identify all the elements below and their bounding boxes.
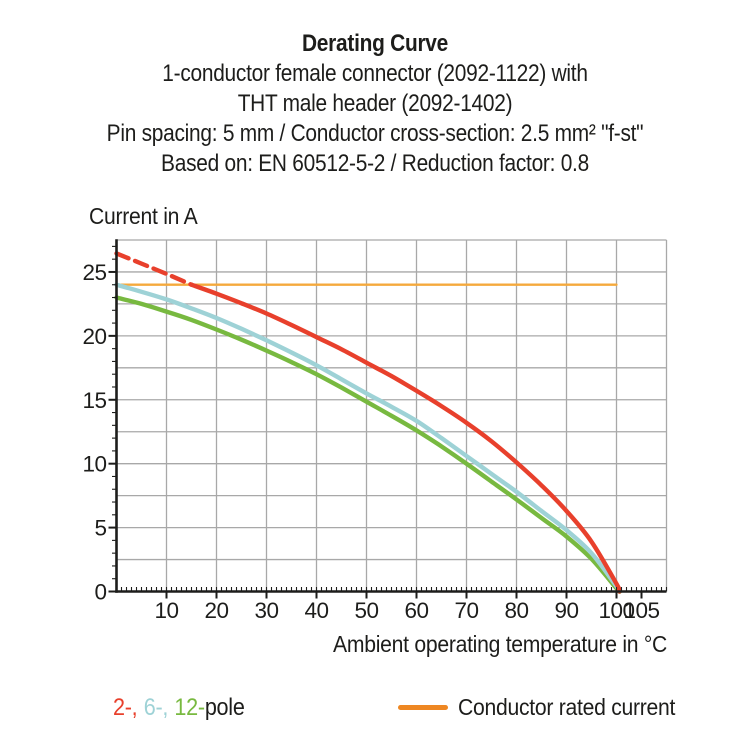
x-tick-label-90: 90 bbox=[554, 598, 578, 623]
curve-2-pole bbox=[189, 282, 622, 594]
chart-subtitle-line-2: THT male header (2092-1402) bbox=[237, 90, 513, 117]
y-tick-label-15: 15 bbox=[82, 388, 106, 413]
y-axis-title: Current in A bbox=[89, 203, 198, 229]
curve-2-pole-dashed-overload bbox=[114, 251, 194, 287]
x-tick-label-40: 40 bbox=[304, 598, 328, 623]
rated-current-swatch bbox=[398, 705, 448, 710]
x-tick-label-20: 20 bbox=[204, 598, 228, 623]
chart-title: Derating Curve bbox=[301, 30, 449, 57]
x-tick-label-10: 10 bbox=[154, 598, 178, 623]
x-axis-title: Ambient operating temperature in °C bbox=[332, 631, 667, 657]
y-tick-labels: 0 5 10 15 20 25 bbox=[82, 260, 107, 605]
x-tick-label-80: 80 bbox=[504, 598, 528, 623]
curve-6-pole bbox=[114, 282, 622, 594]
legend-12-pole: 12- bbox=[174, 694, 205, 721]
chart-axes bbox=[115, 239, 667, 593]
x-tick-label-100: 100 bbox=[598, 598, 634, 623]
y-tick-label-20: 20 bbox=[82, 324, 106, 349]
x-tick-label-105: 105 bbox=[623, 598, 659, 623]
chart-grid bbox=[116, 239, 668, 592]
legend-pole-suffix: pole bbox=[204, 694, 245, 721]
y-tick-label-0: 0 bbox=[94, 580, 106, 605]
rated-current-label: Conductor rated current bbox=[458, 694, 676, 720]
x-tick-label-50: 50 bbox=[354, 598, 378, 623]
curve-12-pole bbox=[114, 295, 622, 594]
legend-poles: 2-, 6-, 12-pole bbox=[113, 694, 245, 722]
chart-subtitle-line-4: Based on: EN 60512-5-2 / Reduction facto… bbox=[161, 150, 589, 177]
y-tick-label-5: 5 bbox=[94, 516, 106, 541]
x-tick-label-60: 60 bbox=[404, 598, 428, 623]
chart-subtitle-line-3: Pin spacing: 5 mm / Conductor cross-sect… bbox=[106, 120, 644, 147]
chart-minor-ticks bbox=[112, 245, 668, 593]
chart-series bbox=[114, 251, 622, 594]
y-tick-label-10: 10 bbox=[82, 452, 106, 477]
y-tick-label-25: 25 bbox=[82, 260, 106, 285]
legend-2-pole: 2-, bbox=[113, 694, 138, 721]
x-tick-label-30: 30 bbox=[254, 598, 278, 623]
chart-subtitle-line-1: 1-conductor female connector (2092-1122)… bbox=[162, 60, 588, 87]
chart-header: Derating Curve 1-conductor female connec… bbox=[49, 29, 702, 179]
x-tick-label-70: 70 bbox=[454, 598, 478, 623]
chart-major-ticks bbox=[108, 270, 643, 599]
legend-6-pole: 6-, bbox=[143, 694, 169, 721]
